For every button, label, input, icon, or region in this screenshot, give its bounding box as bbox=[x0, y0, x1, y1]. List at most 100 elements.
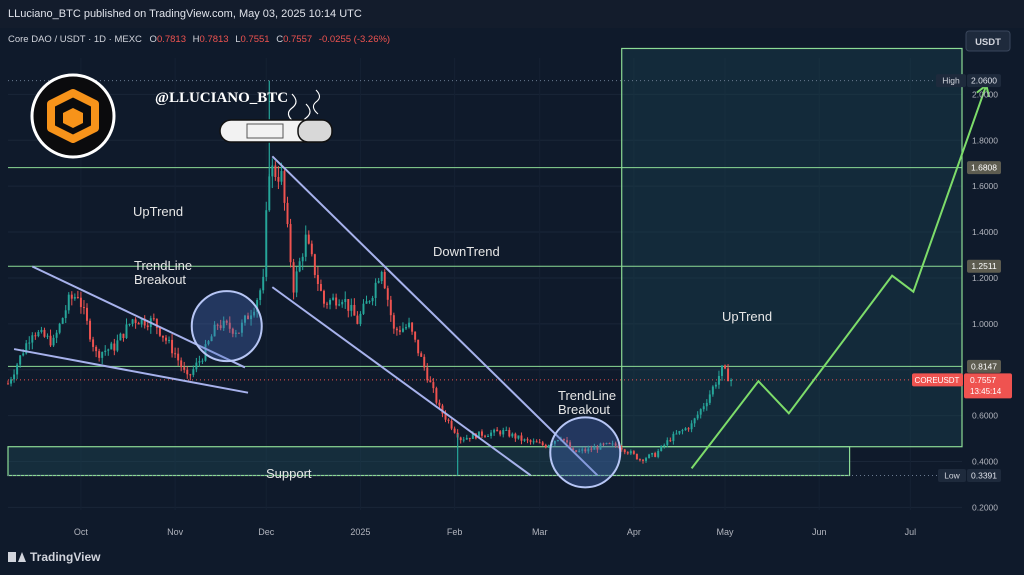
candle-body bbox=[31, 335, 34, 343]
candle-body bbox=[514, 433, 517, 439]
trendline-breakout-left-2: Breakout bbox=[134, 272, 186, 287]
price-chart[interactable]: Core DAO / USDT · 1D · MEXC O0.7813 H0.7… bbox=[0, 28, 1024, 545]
candle-body bbox=[76, 296, 79, 298]
candle-body bbox=[699, 409, 702, 415]
candle-body bbox=[271, 165, 274, 177]
candle-body bbox=[277, 176, 280, 182]
candle-body bbox=[487, 435, 490, 437]
candle-body bbox=[134, 319, 137, 323]
candle-body bbox=[623, 449, 626, 453]
candle-body bbox=[708, 394, 711, 403]
price-tick-label: 0.6000 bbox=[972, 411, 998, 421]
candle-body bbox=[161, 335, 164, 338]
cigar-icon bbox=[219, 89, 333, 143]
currency-button[interactable] bbox=[965, 30, 1011, 52]
candle-body bbox=[158, 327, 161, 336]
candles bbox=[7, 80, 733, 476]
candle-body bbox=[657, 450, 660, 457]
candle-body bbox=[73, 296, 76, 299]
candle-body bbox=[617, 445, 620, 448]
time-tick-label: Dec bbox=[258, 527, 275, 537]
candle-body bbox=[575, 450, 578, 452]
low-value-label: 0.3391 bbox=[971, 470, 997, 480]
candle-body bbox=[444, 413, 447, 420]
trendline bbox=[271, 155, 599, 476]
time-tick-label: Feb bbox=[447, 527, 463, 537]
candle-body bbox=[654, 453, 657, 457]
low-tag: L bbox=[235, 34, 240, 45]
candle-body bbox=[462, 439, 465, 441]
candle-body bbox=[95, 346, 98, 352]
time-tick-label: Nov bbox=[167, 527, 184, 537]
candle-body bbox=[417, 339, 420, 354]
candle-body bbox=[529, 440, 532, 442]
candle-body bbox=[128, 323, 131, 325]
candle-body bbox=[477, 431, 480, 439]
candle-body bbox=[648, 454, 651, 459]
candle-body bbox=[316, 274, 319, 285]
candle-body bbox=[590, 448, 593, 450]
candle-body bbox=[730, 379, 733, 382]
author-handle: @LLUCIANO_BTC bbox=[155, 90, 288, 106]
candle-body bbox=[368, 301, 371, 303]
candle-body bbox=[34, 335, 37, 337]
candle-body bbox=[67, 294, 70, 311]
candle-body bbox=[304, 234, 307, 257]
candle-body bbox=[520, 435, 523, 441]
candle-body bbox=[247, 315, 250, 320]
candle-body bbox=[511, 433, 514, 437]
candle-body bbox=[152, 318, 155, 320]
price-tick-label: 2.0000 bbox=[972, 89, 998, 99]
open-value: 0.7813 bbox=[157, 34, 186, 45]
candle-body bbox=[22, 353, 25, 356]
support-label: Support bbox=[266, 466, 312, 481]
candle-body bbox=[365, 301, 368, 304]
candle-body bbox=[101, 352, 104, 358]
candle-body bbox=[441, 405, 444, 414]
candle-body bbox=[243, 315, 246, 323]
candle-body bbox=[10, 379, 13, 384]
candle-body bbox=[398, 330, 401, 332]
candle-body bbox=[626, 452, 629, 454]
candle-body bbox=[572, 448, 575, 451]
open-tag: O bbox=[150, 34, 157, 45]
candle-body bbox=[651, 453, 654, 455]
hexagon-cube-logo-icon bbox=[30, 73, 116, 159]
forecast-zone bbox=[621, 47, 963, 448]
high-tag: H bbox=[193, 34, 200, 45]
candle-body bbox=[79, 297, 82, 308]
candle-body bbox=[541, 442, 544, 445]
candle-body bbox=[25, 343, 28, 354]
candle-body bbox=[86, 307, 88, 321]
candle-body bbox=[496, 429, 499, 432]
candle-body bbox=[58, 323, 61, 333]
time-axis[interactable]: Oct Nov Dec 2025 Feb Mar Apr May Jun Jul bbox=[74, 527, 916, 537]
candle-body bbox=[207, 341, 210, 345]
close-value: 0.7557 bbox=[283, 34, 312, 45]
candle-body bbox=[608, 443, 611, 445]
candle-body bbox=[307, 234, 310, 244]
candle-body bbox=[319, 284, 322, 291]
candle-body bbox=[359, 313, 362, 324]
candle-body bbox=[666, 440, 669, 445]
candle-body bbox=[405, 327, 407, 329]
candle-body bbox=[484, 435, 486, 437]
breakout-circle bbox=[190, 290, 263, 363]
candle-body bbox=[423, 356, 426, 368]
candle-body bbox=[392, 315, 395, 329]
candle-body bbox=[231, 328, 234, 334]
trendline-breakout-right-2: Breakout bbox=[558, 402, 610, 417]
candle-body bbox=[696, 414, 699, 419]
candle-body bbox=[137, 322, 140, 325]
tradingview-logo[interactable]: TradingView bbox=[8, 550, 100, 564]
candle-body bbox=[374, 282, 377, 298]
candle-body bbox=[523, 439, 526, 441]
grid bbox=[8, 58, 962, 510]
candle-body bbox=[265, 210, 268, 277]
candle-body bbox=[508, 429, 511, 437]
candle-body bbox=[663, 444, 666, 446]
r3-tag-box: 0.8147 bbox=[967, 359, 1001, 373]
candle-body bbox=[40, 329, 43, 332]
candle-body bbox=[186, 369, 189, 375]
time-tick-label: Jul bbox=[905, 527, 917, 537]
